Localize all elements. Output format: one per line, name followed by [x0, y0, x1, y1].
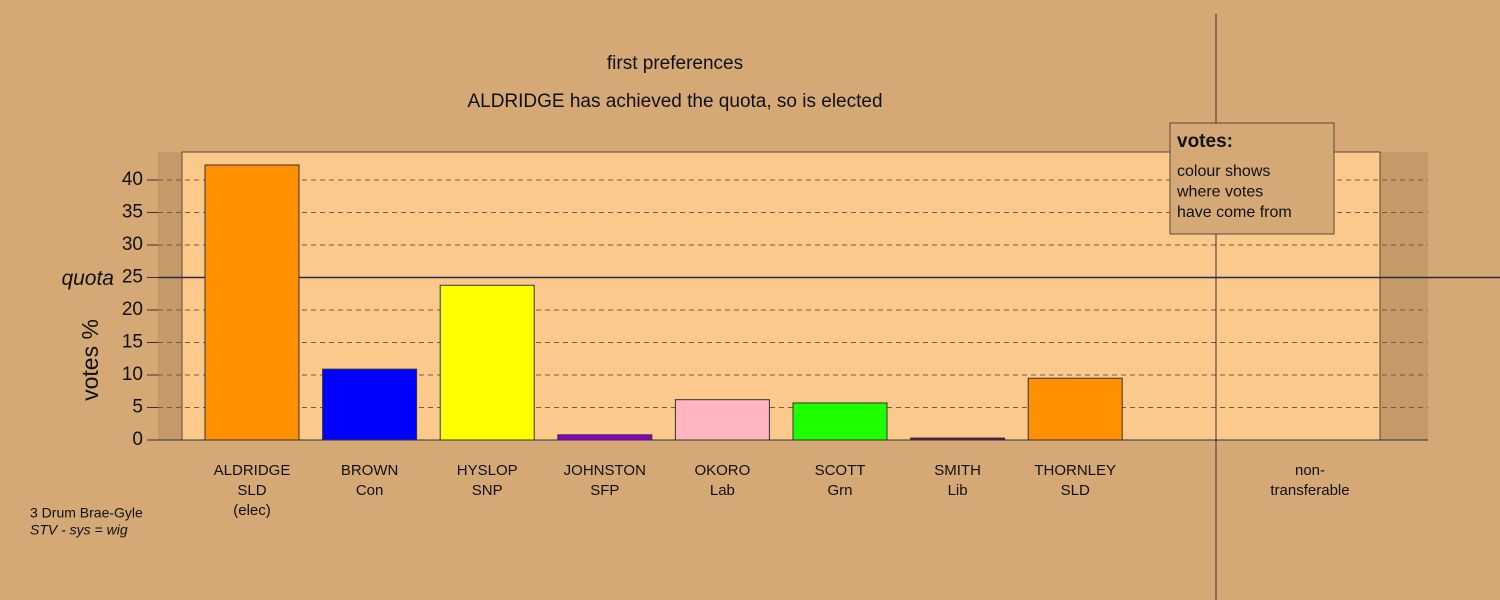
bar	[204, 164, 300, 441]
legend-text: where votes	[1176, 184, 1263, 201]
chart-subtitle: ALDRIDGE has achieved the quota, so is e…	[467, 91, 882, 112]
x-tick-label: non-	[1295, 462, 1325, 479]
bar	[910, 437, 1006, 441]
x-tick-label: THORNLEY	[1034, 462, 1116, 479]
x-tick-label: SLD	[1061, 482, 1090, 499]
y-tick-label: 0	[132, 429, 143, 450]
x-tick-label: Lib	[948, 482, 968, 499]
bar	[557, 434, 653, 441]
y-axis-label: votes %	[77, 319, 103, 401]
footer: STV - sys = wig	[30, 522, 128, 538]
x-tick-label: JOHNSTON	[564, 462, 646, 479]
legend-title: votes:	[1177, 131, 1233, 152]
bar	[674, 399, 770, 441]
y-tick-label: 40	[122, 169, 143, 190]
legend-text: have come from	[1177, 204, 1292, 221]
legend-text: colour shows	[1177, 163, 1270, 180]
y-tick-label: 20	[122, 299, 143, 320]
x-tick-label: SFP	[590, 482, 619, 499]
x-tick-label: Con	[356, 482, 384, 499]
x-tick-label: SMITH	[934, 462, 981, 479]
bar	[439, 284, 535, 441]
y-tick-label: 5	[132, 397, 143, 418]
y-tick-label: 35	[122, 201, 143, 222]
bar	[792, 402, 888, 441]
x-tick-label: transferable	[1270, 482, 1349, 499]
x-tick-label: BROWN	[341, 462, 399, 479]
bar	[1027, 377, 1123, 441]
quota-label: quota	[61, 267, 114, 290]
x-tick-label: SNP	[472, 482, 503, 499]
x-tick-label: HYSLOP	[457, 462, 518, 479]
y-tick-label: 30	[122, 234, 143, 255]
legend-box	[1169, 122, 1335, 235]
x-tick-label: ALDRIDGE	[214, 462, 291, 479]
x-tick-label: SCOTT	[815, 462, 866, 479]
x-tick-label: Lab	[710, 482, 735, 499]
y-tick-label: 25	[122, 266, 143, 287]
bar	[322, 368, 418, 441]
x-tick-label: Grn	[827, 482, 852, 499]
x-tick-label: SLD	[237, 482, 266, 499]
x-tick-label: OKORO	[694, 462, 750, 479]
y-tick-label: 15	[122, 331, 143, 352]
x-tick-label: (elec)	[233, 502, 271, 519]
chart-title: first preferences	[607, 53, 743, 74]
footer: 3 Drum Brae-Gyle	[30, 505, 143, 521]
y-tick-label: 10	[122, 364, 143, 385]
